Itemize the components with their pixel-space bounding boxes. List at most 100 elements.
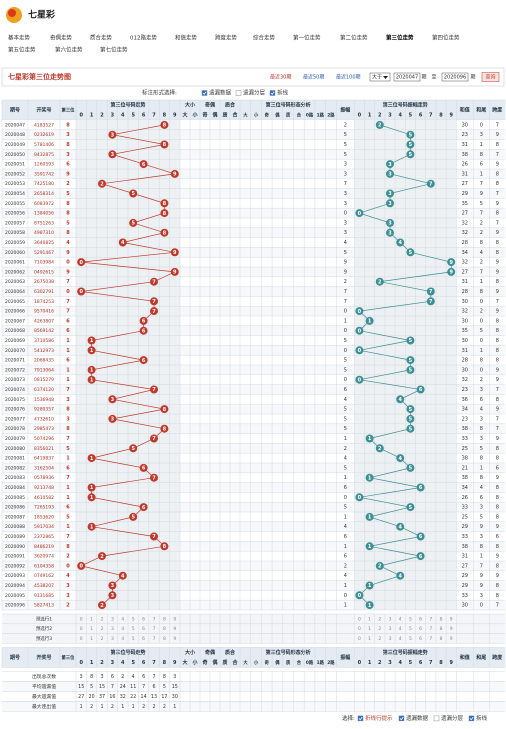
footer-checkbox[interactable] [468, 715, 475, 722]
third-digit: 6 [66, 465, 70, 471]
nav-link[interactable]: 第六位走势 [55, 46, 83, 54]
digit-trend-ball [170, 248, 179, 257]
digit-trend-ball [139, 160, 148, 169]
nav-link[interactable]: 第四位走势 [432, 34, 460, 42]
preselect-digit: 8 [163, 636, 166, 642]
header-digit: 9 [449, 660, 453, 666]
span: 8 [496, 348, 499, 354]
header-sub: 合 [231, 659, 238, 666]
option-checkbox[interactable] [201, 90, 208, 96]
digit-trend-ball [160, 228, 169, 237]
digit-trend-ball-label: 8 [163, 407, 167, 413]
digit-trend-ball [139, 326, 148, 335]
nav-link[interactable]: 质合走势 [90, 34, 113, 42]
amp-trend-ball-label: 6 [419, 387, 423, 393]
row-bg [2, 276, 506, 287]
issue: 2020079 [5, 436, 25, 442]
quick-link[interactable]: 最近100期 [336, 74, 361, 81]
header-cell: 跨度 [492, 654, 503, 661]
footer-checkbox[interactable] [433, 715, 440, 722]
open-number: 0749162 [34, 573, 54, 579]
stats-bg [2, 681, 506, 692]
nav-link[interactable]: 012路走势 [130, 34, 157, 42]
row-bg [2, 531, 506, 542]
digit-trend-ball [150, 385, 158, 394]
preselect-digit: 7 [429, 636, 432, 642]
open-number: 2658314 [34, 191, 54, 197]
nav-link[interactable]: 和值走势 [175, 34, 198, 42]
query-label[interactable]: 查询 [485, 74, 495, 81]
digit-trend-ball [170, 169, 179, 178]
span: 8 [496, 563, 499, 569]
nav-link[interactable]: 综合走势 [253, 34, 276, 42]
header-cell: 第三位 [62, 107, 76, 114]
sum-tail: 1 [480, 279, 483, 285]
sum-tail: 7 [480, 563, 483, 569]
digit-trend-ball [139, 356, 148, 365]
sum-tail: 8 [480, 426, 483, 432]
footer-checkbox[interactable] [398, 715, 405, 722]
sum: 31 [462, 348, 468, 354]
header-digit: 5 [131, 660, 135, 666]
issue: 2020074 [5, 387, 25, 393]
sum: 35 [462, 328, 468, 334]
header-sub: 0路 [306, 112, 314, 119]
stats-value: 27 [78, 694, 84, 700]
sum-tail: 5 [480, 201, 483, 207]
header-digit: 6 [419, 113, 423, 119]
nav-link[interactable]: 第一位走势 [293, 34, 321, 42]
stats-value: 1 [100, 704, 103, 710]
amp-trend-ball [365, 601, 374, 610]
issue: 2020085 [5, 495, 25, 501]
amp-trend-ball-label: 9 [449, 260, 453, 266]
nav-link[interactable]: 跨度走势 [215, 34, 238, 42]
amp-trend-ball [365, 512, 374, 521]
nav-link[interactable]: 第七位走势 [100, 46, 128, 54]
sum-tail: 9 [480, 191, 483, 197]
digit-trend-ball-label: 8 [163, 201, 167, 207]
digit-trend-ball [150, 532, 158, 541]
quick-link[interactable]: 最近50期 [303, 74, 324, 81]
issue: 2020064 [5, 289, 25, 295]
nav-link[interactable]: 基本走势 [8, 34, 31, 42]
amp-trend-ball [355, 493, 364, 502]
preselect-digit: 4 [399, 616, 402, 622]
footer-checkbox-tick [358, 716, 363, 721]
amp-trend-ball [386, 199, 394, 208]
header-digit: 1 [90, 660, 94, 666]
option-checkbox[interactable] [235, 90, 242, 96]
issue: 2020080 [5, 446, 25, 452]
footer-option: 拆线 [476, 714, 488, 722]
amp-trend-ball-label: 7 [429, 289, 433, 295]
sum: 28 [462, 358, 468, 364]
nav-link[interactable]: 第五位走势 [8, 46, 36, 54]
preselect-digit: 2 [378, 626, 381, 632]
third-digit: 4 [66, 240, 70, 246]
header-digit: 6 [419, 660, 423, 666]
query-button[interactable] [481, 72, 500, 82]
digit-trend-ball-label: 3 [111, 132, 115, 138]
start-input[interactable] [393, 72, 421, 82]
option-checkbox[interactable] [269, 90, 276, 96]
preselect-digit: 8 [440, 636, 443, 642]
nav-link[interactable]: 第三位走势 [386, 34, 414, 42]
amp-trend-ball [365, 434, 374, 443]
preselect-digit: 6 [142, 636, 145, 642]
end-input[interactable] [441, 72, 469, 82]
footer-checkbox[interactable] [357, 715, 364, 722]
stats-label: 最大遗漏值 [32, 693, 56, 700]
amp-trend-ball-label: 3 [388, 221, 392, 227]
select-box[interactable] [369, 72, 391, 82]
nav-link[interactable]: 奇偶走势 [50, 34, 73, 42]
row-bg [2, 316, 506, 326]
open-number: 6302791 [34, 289, 54, 295]
nav-link[interactable]: 第二位走势 [340, 34, 368, 42]
sum-tail: 3 [480, 132, 483, 138]
third-digit: 3 [66, 593, 70, 599]
logo-dot [8, 9, 16, 17]
amplitude: 5 [344, 367, 347, 373]
quick-link[interactable]: 最近30期 [270, 74, 291, 81]
open-number: 7103984 [34, 260, 54, 266]
end-unit: 期 [470, 75, 475, 81]
digit-trend-ball-label: 4 [121, 573, 125, 579]
